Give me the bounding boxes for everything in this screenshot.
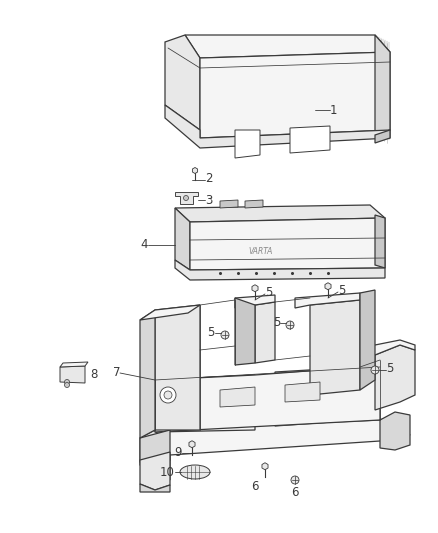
Polygon shape (192, 167, 198, 174)
Polygon shape (375, 215, 385, 268)
Polygon shape (235, 130, 260, 158)
Polygon shape (155, 305, 200, 430)
Polygon shape (310, 300, 360, 395)
Polygon shape (275, 367, 360, 426)
Circle shape (221, 331, 229, 339)
Polygon shape (380, 415, 410, 440)
Polygon shape (140, 430, 170, 480)
Polygon shape (235, 295, 275, 308)
Polygon shape (200, 52, 390, 138)
Polygon shape (375, 35, 390, 135)
Polygon shape (245, 200, 263, 208)
Polygon shape (185, 35, 390, 58)
Polygon shape (262, 463, 268, 470)
Circle shape (164, 391, 172, 399)
Text: 4: 4 (141, 238, 148, 252)
Text: 7: 7 (113, 367, 120, 379)
Polygon shape (175, 208, 190, 270)
Polygon shape (285, 382, 320, 402)
Circle shape (184, 196, 188, 200)
Polygon shape (155, 420, 395, 455)
Circle shape (64, 379, 70, 384)
Polygon shape (375, 130, 390, 143)
Polygon shape (375, 345, 415, 410)
Polygon shape (295, 293, 360, 308)
Polygon shape (220, 387, 255, 407)
Polygon shape (175, 205, 385, 222)
Polygon shape (155, 367, 380, 432)
Text: 6: 6 (291, 486, 299, 498)
Text: 3: 3 (205, 193, 212, 206)
Text: 6: 6 (251, 481, 259, 494)
Text: 5: 5 (386, 361, 393, 375)
Polygon shape (235, 298, 255, 365)
Polygon shape (255, 302, 275, 363)
Text: 9: 9 (174, 447, 182, 459)
Circle shape (160, 387, 176, 403)
Polygon shape (220, 200, 238, 208)
Polygon shape (165, 105, 390, 148)
Polygon shape (325, 282, 331, 290)
Text: 10: 10 (160, 465, 175, 479)
Polygon shape (140, 452, 170, 490)
Circle shape (64, 383, 70, 387)
Polygon shape (360, 290, 375, 390)
Polygon shape (155, 375, 255, 432)
Text: 5: 5 (208, 326, 215, 338)
Text: 5: 5 (265, 286, 272, 298)
Circle shape (286, 321, 294, 329)
Polygon shape (380, 412, 410, 450)
Polygon shape (190, 218, 385, 270)
Polygon shape (252, 285, 258, 292)
Polygon shape (360, 340, 415, 355)
Text: 1: 1 (330, 103, 338, 117)
Text: VARTA: VARTA (248, 247, 272, 256)
Polygon shape (140, 310, 155, 438)
Polygon shape (290, 126, 330, 153)
Polygon shape (175, 192, 198, 204)
Polygon shape (140, 430, 170, 468)
Polygon shape (189, 441, 195, 448)
Polygon shape (60, 366, 85, 383)
Text: 2: 2 (205, 172, 212, 184)
Circle shape (291, 476, 299, 484)
Polygon shape (165, 35, 200, 130)
Polygon shape (175, 260, 385, 280)
Polygon shape (140, 484, 170, 492)
Polygon shape (60, 362, 88, 367)
Polygon shape (140, 305, 200, 320)
Text: 5: 5 (272, 316, 280, 328)
Text: 5: 5 (338, 284, 346, 296)
Ellipse shape (180, 465, 210, 479)
Circle shape (371, 366, 379, 374)
Text: 8: 8 (90, 368, 97, 382)
